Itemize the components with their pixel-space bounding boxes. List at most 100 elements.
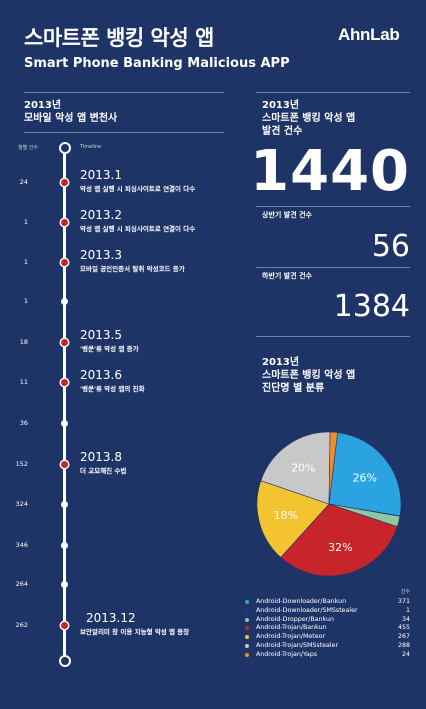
timeline-count: 1: [23, 218, 28, 226]
timeline-description: 더 교묘해진 수법: [80, 467, 127, 475]
pie-chart-title: 2013년 스마트폰 뱅킹 악성 앱 진단명 별 분류: [262, 356, 355, 395]
pie-title-sub: 진단명 별 분류: [262, 383, 325, 394]
legend-item: Android-Downloader/SMSstealer 1: [240, 607, 410, 616]
legend-item: Android-Trojan/Meteor 267: [240, 633, 410, 642]
page-subtitle: Smart Phone Banking Malicious APP: [24, 56, 290, 71]
timeline-dot: [61, 179, 68, 186]
pie-chart: 26% 32% 18% 20%: [256, 431, 402, 577]
timeline-dot: [61, 219, 68, 226]
divider: [256, 92, 410, 93]
pie-slice: [328, 432, 402, 517]
timeline-count: 36: [19, 419, 28, 427]
timeline-end-dot: [59, 655, 71, 667]
timeline-date: 2013.12: [86, 611, 136, 625]
timeline-date: 2013.6: [80, 368, 122, 382]
pie-slice-label: 26%: [353, 471, 377, 484]
h2-label: 하반기 발견 건수: [262, 272, 312, 280]
legend-swatch: [245, 608, 249, 613]
timeline-count: 262: [15, 621, 28, 629]
legend-value: 455: [397, 624, 410, 632]
timeline-description: 악성 앱 실행 시 피싱사이트로 연결이 다수: [80, 225, 196, 233]
timeline-count: 1: [23, 297, 28, 305]
timeline-description: 악성 앱 실행 시 피싱사이트로 연결이 다수: [80, 185, 196, 193]
divider: [24, 132, 224, 133]
page-title: 스마트폰 뱅킹 악성 앱: [24, 26, 214, 50]
timeline-dot: [61, 420, 68, 427]
legend-label: Android-Trojan/SMSstealer: [256, 642, 339, 649]
timeline-description: 보안알리미 창 이용 지능형 악성 앱 등장: [80, 628, 190, 636]
legend-swatch: [245, 644, 249, 648]
legend-unit: 건수: [400, 589, 410, 595]
legend-value: 34: [401, 615, 410, 623]
legend-label: Android-Trojan/Meteor: [256, 633, 326, 641]
timeline-date: 2013.2: [80, 208, 122, 222]
legend-value: 1: [405, 606, 410, 614]
timeline-count: 152: [15, 460, 28, 468]
legend-swatch: [245, 652, 249, 657]
stats-heading-year: 2013년: [262, 100, 300, 111]
legend-swatch: [245, 626, 249, 631]
h1-label: 상반기 발견 건수: [262, 211, 312, 219]
legend-value: 371: [397, 598, 410, 605]
legend-value: 267: [397, 633, 410, 641]
timeline-date: 2013.8: [80, 450, 122, 464]
timeline-dot: [61, 461, 68, 468]
pie-slice: [260, 431, 331, 505]
timeline-dot: [61, 501, 68, 508]
timeline-dot: [61, 259, 68, 266]
legend-swatch: [245, 635, 249, 640]
pie-slice: [280, 503, 398, 577]
timeline-heading: 2013년 모바일 악성 앱 변천사: [24, 99, 117, 125]
pie-slice: [256, 480, 330, 558]
legend-swatch: [245, 617, 249, 622]
legend-item: Android-Trojan/Bankun 455: [240, 624, 410, 633]
legend-label: Android-Trojan/Yaps: [256, 650, 318, 658]
timeline-count: 18: [19, 338, 28, 346]
ahnlab-logo: AhnLab: [338, 25, 400, 44]
timeline-start-dot: [59, 142, 71, 154]
legend-label: Android-Trojan/Bankun: [256, 624, 327, 632]
timeline-count: 11: [19, 378, 28, 386]
pie-slice-label: 18%: [274, 509, 298, 522]
timeline-count: 324: [15, 500, 28, 508]
timeline-count: 1: [23, 258, 28, 266]
divider: [256, 206, 410, 207]
legend-item: Android-Trojan/Yaps 24: [240, 651, 410, 660]
h1-count: 56: [371, 229, 410, 264]
divider: [256, 267, 410, 268]
timeline-date: 2013.5: [80, 328, 122, 342]
legend-label: Android-Downloader/SMSstealer: [256, 606, 358, 614]
divider: [256, 336, 410, 337]
timeline-dot: [61, 379, 68, 386]
stats-heading: 2013년 스마트폰 뱅킹 악성 앱 발견 건수: [262, 99, 355, 138]
legend-item: Android-Downloader/Bankun 371: [240, 598, 410, 607]
pie-title-main: 스마트폰 뱅킹 악성 앱: [262, 370, 356, 381]
timeline-description: '뱅쿤'류 악성 앱의 진화: [80, 385, 145, 393]
timeline-dot: [61, 339, 68, 346]
timeline-count: 24: [19, 178, 28, 186]
timeline-dot: [61, 581, 68, 588]
legend-item: Android-Trojan/SMSstealer 288: [240, 642, 410, 651]
timeline-heading-title: 모바일 악성 앱 변천사: [24, 113, 118, 124]
legend-value: 288: [397, 642, 410, 649]
stats-heading-title: 스마트폰 뱅킹 악성 앱: [262, 113, 356, 124]
timeline-dot: [61, 298, 68, 305]
h2-count: 1384: [333, 289, 410, 324]
timeline-dot: [61, 542, 68, 549]
timeline-date: 2013.3: [80, 248, 122, 262]
pie-title-year: 2013년: [262, 357, 300, 368]
timeline-description: 모바일 공인인증서 탈취 악성코드 증가: [80, 265, 185, 273]
timeline-count: 346: [15, 541, 28, 549]
legend-label: Android-Dropper/Bankun: [256, 615, 334, 623]
timeline-description: '뱅쿤'류 악성 앱 증가: [80, 345, 139, 353]
pie-slice-label: 32%: [328, 541, 352, 554]
timeline-header: Timeline: [80, 144, 102, 150]
timeline-dot: [61, 622, 68, 629]
legend-label: Android-Downloader/Bankun: [256, 598, 347, 605]
pie-slice: [328, 431, 338, 505]
timeline-line: [63, 148, 66, 662]
divider: [24, 92, 224, 93]
pie-slice-label: 20%: [291, 462, 315, 475]
total-count: 1440: [250, 139, 410, 204]
legend-value: 24: [401, 650, 410, 658]
